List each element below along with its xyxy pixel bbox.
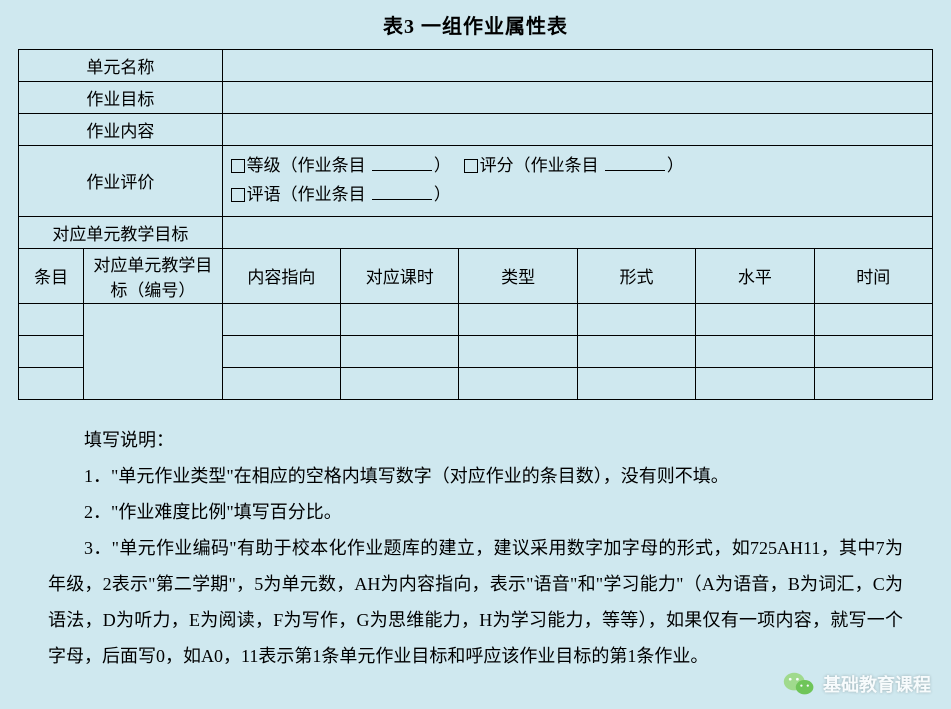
row-label: 作业目标 xyxy=(19,82,223,114)
sub-header-row: 条目 对应单元教学目标（编号） 内容指向 对应课时 类型 形式 水平 时间 xyxy=(19,248,933,303)
table-row: 作业目标 xyxy=(19,82,933,114)
cell xyxy=(341,367,459,399)
cell xyxy=(459,303,577,335)
table-row: 单元名称 xyxy=(19,50,933,82)
sub-header: 水平 xyxy=(696,248,814,303)
table-row: 作业内容 xyxy=(19,114,933,146)
sub-header: 形式 xyxy=(577,248,695,303)
row-value xyxy=(222,50,932,82)
eval-comment-text: 评语（作业条目 xyxy=(247,185,366,204)
cell xyxy=(19,303,84,335)
attributes-table: 单元名称 作业目标 作业内容 作业评价 等级（作业条目 ） 评分（作业条目 ） … xyxy=(18,49,933,400)
row-label: 作业评价 xyxy=(19,146,223,217)
cell xyxy=(19,367,84,399)
cell xyxy=(696,367,814,399)
sub-header: 时间 xyxy=(814,248,932,303)
cell xyxy=(814,335,932,367)
checkbox-icon xyxy=(231,159,245,173)
sub-header: 条目 xyxy=(19,248,84,303)
row-label: 对应单元教学目标 xyxy=(19,216,223,248)
table-row: 对应单元教学目标 xyxy=(19,216,933,248)
cell xyxy=(341,303,459,335)
table-title: 表3 一组作业属性表 xyxy=(18,10,933,39)
cell xyxy=(577,303,695,335)
sub-header: 对应单元教学目标（编号） xyxy=(84,248,222,303)
cell xyxy=(459,367,577,399)
blank-line xyxy=(372,186,432,200)
cell xyxy=(577,367,695,399)
row-value xyxy=(222,82,932,114)
explanation-item: 3．"单元作业编码"有助于校本化作业题库的建立，建议采用数字加字母的形式，如72… xyxy=(48,530,903,674)
cell xyxy=(222,303,340,335)
cell xyxy=(222,335,340,367)
cell-merged xyxy=(84,303,222,399)
cell xyxy=(459,335,577,367)
eval-suffix: ） xyxy=(434,156,451,175)
explanation-item: 2．"作业难度比例"填写百分比。 xyxy=(48,494,903,530)
cell xyxy=(696,303,814,335)
watermark-text: 基础教育课程 xyxy=(823,671,931,697)
row-label: 单元名称 xyxy=(19,50,223,82)
cell xyxy=(814,303,932,335)
eval-score-text: 评分（作业条目 xyxy=(480,156,599,175)
cell xyxy=(814,367,932,399)
wechat-icon xyxy=(783,671,815,697)
cell xyxy=(222,367,340,399)
cell xyxy=(696,335,814,367)
row-value xyxy=(222,114,932,146)
explanation-section: 填写说明： 1．"单元作业类型"在相应的空格内填写数字（对应作业的条目数），没有… xyxy=(18,422,933,674)
cell xyxy=(341,335,459,367)
eval-suffix: ） xyxy=(667,156,684,175)
checkbox-icon xyxy=(231,188,245,202)
checkbox-icon xyxy=(464,159,478,173)
explanation-item: 1．"单元作业类型"在相应的空格内填写数字（对应作业的条目数），没有则不填。 xyxy=(48,458,903,494)
watermark: 基础教育课程 xyxy=(783,671,931,697)
table-row-eval: 作业评价 等级（作业条目 ） 评分（作业条目 ） 评语（作业条目 ） xyxy=(19,146,933,217)
eval-suffix: ） xyxy=(434,185,451,204)
cell xyxy=(577,335,695,367)
row-value xyxy=(222,216,932,248)
cell xyxy=(19,335,84,367)
sub-header: 对应课时 xyxy=(341,248,459,303)
eval-grade-text: 等级（作业条目 xyxy=(247,156,366,175)
eval-content: 等级（作业条目 ） 评分（作业条目 ） 评语（作业条目 ） xyxy=(222,146,932,217)
blank-line xyxy=(372,157,432,171)
explanation-heading: 填写说明： xyxy=(48,422,903,458)
data-row xyxy=(19,303,933,335)
sub-header: 内容指向 xyxy=(222,248,340,303)
blank-line xyxy=(605,157,665,171)
row-label: 作业内容 xyxy=(19,114,223,146)
sub-header: 类型 xyxy=(459,248,577,303)
